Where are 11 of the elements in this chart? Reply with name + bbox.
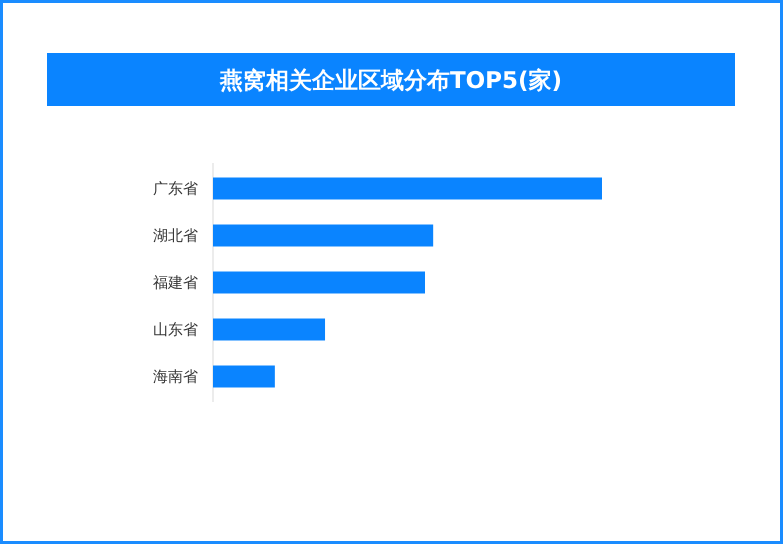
bar bbox=[213, 318, 326, 340]
chart-title: 燕窝相关企业区域分布TOP5(家) bbox=[218, 67, 562, 94]
y-tick-label: 福建省 bbox=[153, 274, 198, 292]
y-tick-label: 山东省 bbox=[153, 320, 198, 338]
bar bbox=[213, 224, 434, 246]
y-tick-label: 湖北省 bbox=[153, 226, 198, 244]
bar bbox=[213, 366, 275, 388]
y-tick-label: 海南省 bbox=[153, 368, 198, 386]
bar bbox=[213, 272, 426, 294]
y-tick-label: 广东省 bbox=[153, 180, 198, 198]
bar bbox=[213, 178, 602, 200]
